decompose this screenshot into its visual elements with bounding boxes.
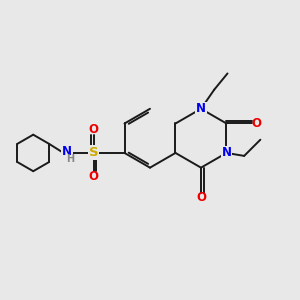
Text: N: N	[221, 146, 232, 159]
Text: H: H	[66, 154, 74, 164]
Text: N: N	[62, 145, 72, 158]
Text: O: O	[251, 117, 262, 130]
Text: O: O	[88, 170, 99, 183]
Text: O: O	[88, 123, 99, 136]
Text: N: N	[196, 102, 206, 115]
Text: O: O	[196, 191, 206, 204]
Text: S: S	[89, 146, 98, 159]
